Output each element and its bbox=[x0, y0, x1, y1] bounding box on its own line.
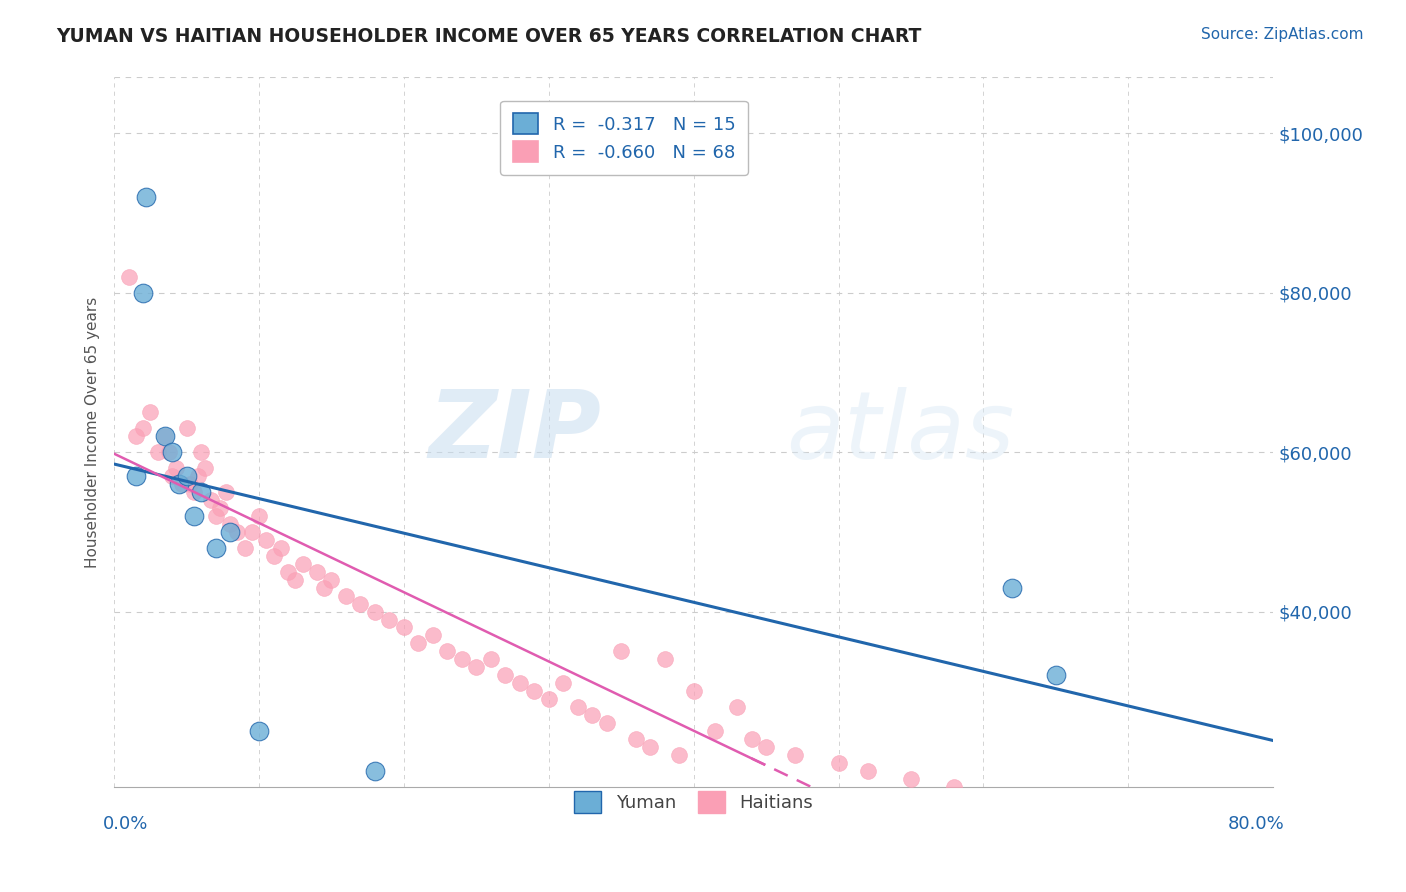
Point bbox=[160, 445, 183, 459]
Point bbox=[166, 461, 188, 475]
Point bbox=[465, 660, 488, 674]
Point bbox=[349, 597, 371, 611]
Point bbox=[668, 747, 690, 762]
Point bbox=[451, 652, 474, 666]
Point bbox=[755, 740, 778, 755]
Point bbox=[153, 429, 176, 443]
Point bbox=[436, 644, 458, 658]
Point bbox=[856, 764, 879, 778]
Text: ZIP: ZIP bbox=[427, 386, 600, 478]
Point bbox=[135, 190, 157, 204]
Point bbox=[219, 524, 242, 539]
Point bbox=[378, 613, 401, 627]
Text: atlas: atlas bbox=[786, 387, 1015, 478]
Text: YUMAN VS HAITIAN HOUSEHOLDER INCOME OVER 65 YEARS CORRELATION CHART: YUMAN VS HAITIAN HOUSEHOLDER INCOME OVER… bbox=[56, 27, 921, 45]
Point bbox=[422, 628, 444, 642]
Point bbox=[219, 516, 242, 531]
Text: 0.0%: 0.0% bbox=[103, 815, 148, 833]
Point bbox=[183, 485, 205, 500]
Point bbox=[900, 772, 922, 786]
Point bbox=[537, 692, 560, 706]
Point bbox=[247, 724, 270, 739]
Point bbox=[827, 756, 849, 770]
Point bbox=[277, 565, 299, 579]
Text: 80.0%: 80.0% bbox=[1227, 815, 1285, 833]
Point bbox=[408, 636, 430, 650]
Point bbox=[335, 589, 357, 603]
Point bbox=[132, 421, 155, 435]
Point bbox=[654, 652, 676, 666]
Point bbox=[596, 716, 619, 731]
Point bbox=[157, 445, 180, 459]
Point bbox=[215, 485, 238, 500]
Point bbox=[263, 549, 285, 563]
Point bbox=[741, 732, 763, 747]
Point bbox=[392, 620, 415, 634]
Point bbox=[624, 732, 647, 747]
Point bbox=[553, 676, 575, 690]
Point bbox=[172, 477, 194, 491]
Point bbox=[190, 445, 212, 459]
Point bbox=[204, 541, 226, 555]
Point bbox=[270, 541, 292, 555]
Point bbox=[364, 764, 387, 778]
Point bbox=[638, 740, 661, 755]
Point bbox=[226, 524, 249, 539]
Point bbox=[254, 533, 277, 547]
Point bbox=[610, 644, 633, 658]
Point bbox=[208, 500, 231, 515]
Point bbox=[364, 605, 387, 619]
Point bbox=[204, 508, 226, 523]
Point bbox=[125, 429, 148, 443]
Point bbox=[247, 508, 270, 523]
Point bbox=[1045, 668, 1067, 682]
Point bbox=[682, 684, 704, 698]
Point bbox=[160, 469, 183, 483]
Point bbox=[187, 469, 209, 483]
Point bbox=[783, 747, 806, 762]
Point bbox=[943, 780, 966, 794]
Point bbox=[132, 285, 155, 300]
Point bbox=[479, 652, 502, 666]
Point bbox=[146, 445, 169, 459]
Text: Source: ZipAtlas.com: Source: ZipAtlas.com bbox=[1201, 27, 1364, 42]
Point bbox=[494, 668, 516, 682]
Point bbox=[194, 461, 217, 475]
Point bbox=[509, 676, 531, 690]
Point bbox=[118, 269, 141, 284]
Point bbox=[153, 429, 176, 443]
Point bbox=[1001, 581, 1024, 595]
Point bbox=[200, 492, 222, 507]
Point bbox=[139, 405, 162, 419]
Point bbox=[169, 477, 191, 491]
Point bbox=[321, 573, 343, 587]
Point bbox=[183, 508, 205, 523]
Point bbox=[179, 477, 201, 491]
Y-axis label: Householder Income Over 65 years: Householder Income Over 65 years bbox=[86, 296, 100, 568]
Point bbox=[190, 485, 212, 500]
Point bbox=[240, 524, 263, 539]
Point bbox=[233, 541, 256, 555]
Point bbox=[176, 469, 198, 483]
Point bbox=[305, 565, 328, 579]
Point bbox=[704, 724, 727, 739]
Point bbox=[725, 700, 748, 714]
Point bbox=[291, 557, 314, 571]
Point bbox=[284, 573, 307, 587]
Point bbox=[176, 421, 198, 435]
Point bbox=[125, 469, 148, 483]
Point bbox=[567, 700, 589, 714]
Point bbox=[523, 684, 546, 698]
Legend: Yuman, Haitians: Yuman, Haitians bbox=[567, 784, 820, 821]
Point bbox=[581, 708, 603, 723]
Point bbox=[314, 581, 336, 595]
